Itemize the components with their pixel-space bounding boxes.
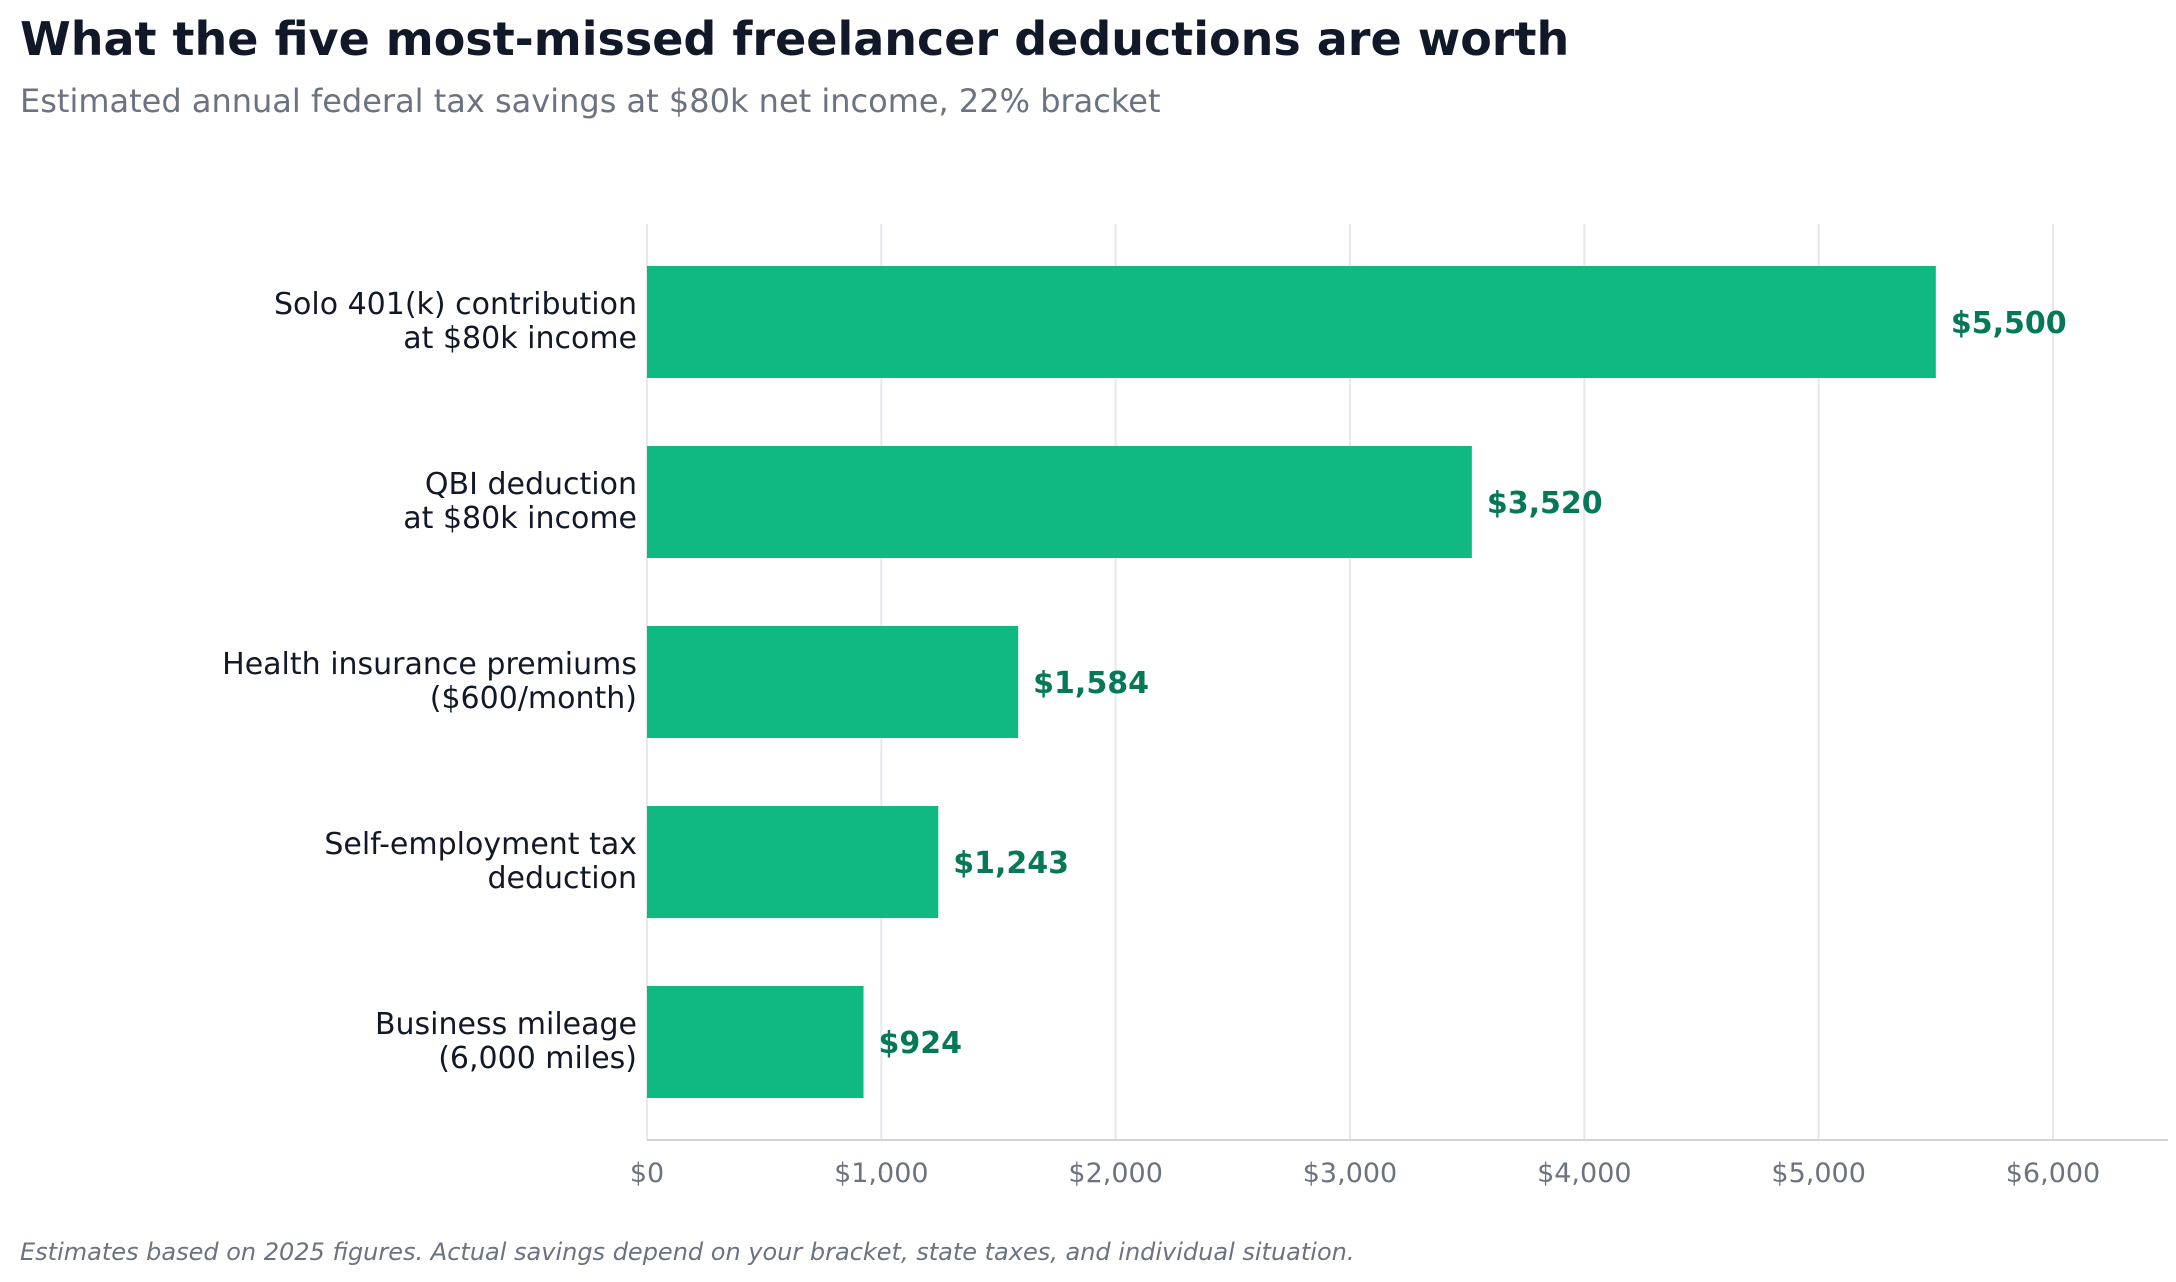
category-label-line: at $80k income (403, 321, 637, 356)
bar-value-label: $924 (879, 1026, 963, 1061)
x-tick-label: $1,000 (834, 1158, 928, 1189)
category-label-line: deduction (487, 861, 637, 896)
x-tick-label: $5,000 (1771, 1158, 1865, 1189)
bar (647, 986, 864, 1098)
category-label-line: Business mileage (375, 1007, 637, 1042)
category-label-line: ($600/month) (430, 681, 637, 716)
bar (647, 446, 1472, 558)
chart-footnote: Estimates based on 2025 figures. Actual … (20, 1238, 1355, 1266)
category-label: Solo 401(k) contribution at $80k income (274, 287, 637, 356)
x-tick-label: $2,000 (1068, 1158, 1162, 1189)
category-label: Business mileage (6,000 miles) (375, 1007, 637, 1076)
chart-subtitle: Estimated annual federal tax savings at … (20, 82, 1161, 120)
bar-value-label: $1,584 (1033, 666, 1149, 701)
bar (647, 266, 1936, 378)
bar-value-label: $1,243 (953, 846, 1069, 881)
category-label-line: Solo 401(k) contribution (274, 287, 637, 322)
bar (647, 806, 939, 918)
x-tick-label: $0 (630, 1158, 664, 1189)
x-tick-label: $6,000 (2006, 1158, 2100, 1189)
category-label-line: Self-employment tax (324, 827, 637, 862)
category-label-line: at $80k income (403, 501, 637, 536)
category-label-line: QBI deduction (425, 467, 637, 502)
category-label: QBI deduction at $80k income (403, 467, 637, 536)
category-label-line: (6,000 miles) (438, 1041, 637, 1076)
x-tick-label: $4,000 (1537, 1158, 1631, 1189)
bar-value-label: $5,500 (1951, 306, 2067, 341)
category-label: Self-employment tax deduction (324, 827, 637, 896)
category-label-line: Health insurance premiums (222, 647, 637, 682)
labels: $0 $1,000 $2,000 $3,000 $4,000 $5,000 $6,000 $5… (222, 287, 2100, 1189)
category-label: Health insurance premiums ($600/month) (222, 647, 637, 716)
bar-value-label: $3,520 (1487, 486, 1603, 521)
x-tick-label: $3,000 (1303, 1158, 1397, 1189)
chart-title: What the five most-missed freelancer ded… (20, 12, 1570, 66)
bar (647, 626, 1019, 738)
bars (647, 266, 1936, 1098)
